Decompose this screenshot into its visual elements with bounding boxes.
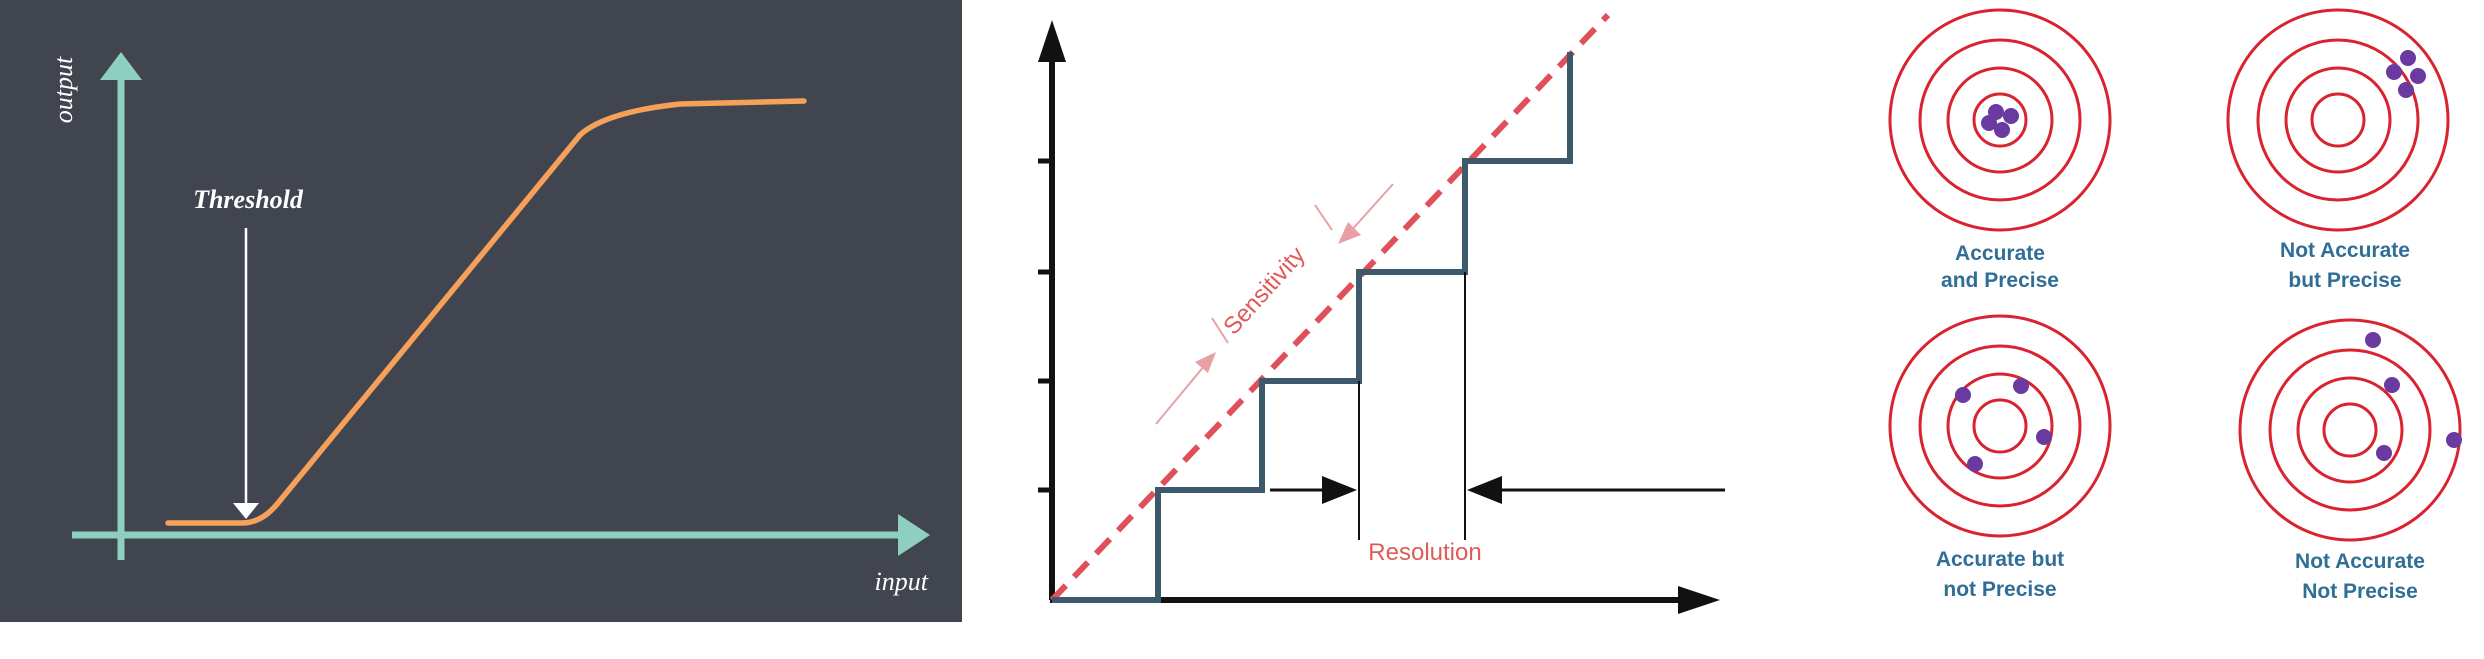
- shot-dot: [1981, 115, 1997, 131]
- resolution-arrowhead-left: [1322, 476, 1357, 504]
- shot-dot: [2003, 108, 2019, 124]
- shot-dot: [2013, 378, 2029, 394]
- shot-dot: [1967, 456, 1983, 472]
- response-curve: [165, 98, 807, 526]
- shot-dot: [2410, 68, 2426, 84]
- target-caption-line1: Accurate but: [1936, 548, 2064, 571]
- sensitivity-resolution-panel: Resolution Sensitivity: [980, 0, 1740, 654]
- shot-dot: [2384, 377, 2400, 393]
- threshold-label: Threshold: [193, 185, 304, 214]
- target-accurate-precise: Accurate and Precise: [1888, 8, 2112, 292]
- sensitivity-bracket-upper: [1314, 204, 1333, 231]
- sensitivity-label: Sensitivity: [1218, 242, 1310, 340]
- target-caption-line2: Not Precise: [2302, 580, 2418, 603]
- target-not-accurate-not-precise: Not Accurate Not Precise: [2238, 318, 2462, 603]
- target-ring: [1972, 398, 2028, 454]
- y-axis-arrowhead: [1038, 20, 1066, 62]
- target-caption-line1: Not Accurate: [2295, 550, 2425, 573]
- x-axis-label: input: [875, 567, 929, 596]
- target-ring: [2296, 376, 2404, 484]
- target-caption-line1: Not Accurate: [2280, 239, 2410, 262]
- target-ring: [2268, 348, 2432, 512]
- target-ring: [1888, 8, 2112, 232]
- sensitivity-arrow-lower: [1155, 364, 1206, 425]
- shot-dot: [2386, 64, 2402, 80]
- target-ring: [2284, 66, 2392, 174]
- target-ring: [1946, 66, 2054, 174]
- shot-dot: [2398, 82, 2414, 98]
- accuracy-precision-panel: Accurate and Precise Not Accurate but Pr…: [1840, 0, 2484, 654]
- target-ring: [1918, 344, 2082, 508]
- resolution-arrowhead-right: [1467, 476, 1502, 504]
- target-accurate-not-precise: Accurate but not Precise: [1888, 314, 2112, 601]
- target-caption-line1: Accurate: [1955, 242, 2045, 265]
- shot-dot: [2365, 332, 2381, 348]
- shot-dot: [2446, 432, 2462, 448]
- sensitivity-arrowhead-upper: [1338, 222, 1361, 244]
- sensitivity-arrow-upper: [1349, 183, 1394, 233]
- x-axis-arrowhead: [898, 514, 930, 556]
- shot-dot: [2400, 50, 2416, 66]
- accuracy-precision-diagram: Accurate and Precise Not Accurate but Pr…: [1888, 8, 2462, 603]
- sensitivity-arrowhead-lower: [1195, 352, 1216, 373]
- x-axis-arrowhead: [1678, 586, 1720, 614]
- shot-dot: [1994, 122, 2010, 138]
- target-caption-line2: but Precise: [2288, 269, 2401, 292]
- ideal-response-line: [1049, 12, 1611, 603]
- target-ring: [2310, 92, 2366, 148]
- target-not-accurate-precise: Not Accurate but Precise: [2226, 8, 2450, 292]
- threshold-arrowhead: [233, 503, 259, 519]
- y-axis-label: output: [49, 56, 78, 123]
- target-ring: [1918, 38, 2082, 202]
- threshold-diagram: Threshold output input: [49, 52, 930, 596]
- target-caption-line2: and Precise: [1941, 269, 2059, 292]
- target-ring: [1972, 92, 2028, 148]
- target-caption-line2: not Precise: [1943, 578, 2056, 601]
- target-ring: [1946, 372, 2054, 480]
- target-ring: [2322, 402, 2378, 458]
- shot-dot: [2376, 445, 2392, 461]
- y-axis-arrowhead: [100, 52, 142, 80]
- resolution-label: Resolution: [1368, 539, 1481, 566]
- target-ring: [1888, 314, 2112, 538]
- target-ring: [2238, 318, 2462, 542]
- threshold-panel: Threshold output input: [0, 0, 962, 622]
- sensitivity-bracket-lower: [1211, 317, 1229, 344]
- target-ring: [2256, 38, 2420, 202]
- sensitivity-resolution-diagram: Resolution Sensitivity: [1038, 12, 1725, 614]
- target-ring: [2226, 8, 2450, 232]
- shot-dot: [1955, 387, 1971, 403]
- y-ticks: [1038, 158, 1052, 493]
- shot-dot: [2036, 429, 2052, 445]
